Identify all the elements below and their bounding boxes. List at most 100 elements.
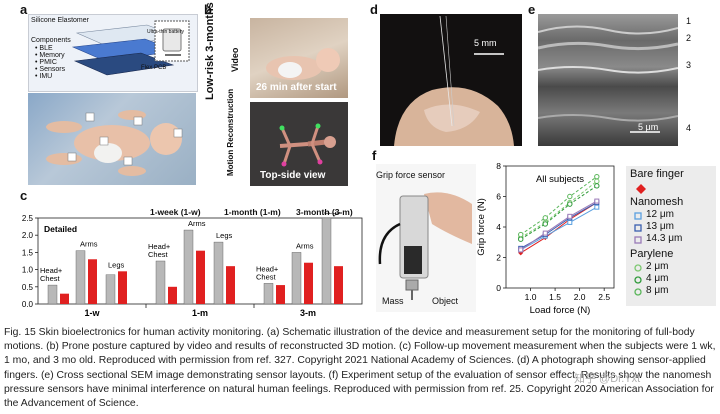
chart-c-bar-gray xyxy=(155,260,166,305)
chart-c-ytick-label: 2.5 xyxy=(22,214,34,223)
e-scale-label: 5 μm xyxy=(638,122,659,132)
sem-layer-4: 4 xyxy=(686,123,692,133)
chart-f-ytick-label: 8 xyxy=(496,161,501,171)
chart-c-bar-gray xyxy=(105,274,116,305)
device-schematic-drawing xyxy=(71,20,190,76)
chart-c-bar-red xyxy=(88,259,97,304)
chart-f-ylabel: Grip force (N) xyxy=(476,198,487,256)
side-title-text: Low-risk 3-months xyxy=(204,2,216,100)
battery-label: Ultra-thin battery xyxy=(147,29,184,35)
chart-c-ytick-label: 0.0 xyxy=(22,300,34,309)
chart-c-bar-red xyxy=(304,262,313,304)
chart-c-bar-red xyxy=(168,286,177,304)
chart-c-part-label: Legs xyxy=(108,260,125,269)
chart-c-group-label: 1-m xyxy=(192,308,208,318)
chart-c-bar-gray xyxy=(213,241,224,305)
chart-f-xlabel: Load force (N) xyxy=(530,305,591,316)
chart-f-legend: Bare finger Nanomesh 12 μm 13 μm 14.3 μm… xyxy=(626,166,716,306)
chart-c-bar-red xyxy=(226,266,235,304)
infant-figure xyxy=(46,110,183,176)
sem-image: 5 μm xyxy=(538,14,678,146)
chart-f-ytick-label: 2 xyxy=(496,253,501,263)
pcb-label: Flex PCB xyxy=(141,65,167,71)
legend-parylene: Parylene xyxy=(630,248,674,260)
legend-4-marker xyxy=(634,276,642,284)
chart-c-part-label: Head+ xyxy=(256,264,279,273)
chart-f-ytick-label: 0 xyxy=(496,283,501,293)
chart-c-part-label: Arms xyxy=(296,241,314,250)
motion-side-label-wrap: Motion Reconstruction xyxy=(226,89,250,185)
chart-f-point xyxy=(594,178,600,184)
chart-c-detailed-title: Detailed xyxy=(44,224,77,234)
panel-e-label: e xyxy=(528,2,536,17)
chart-f-xtick-label: 2.5 xyxy=(598,292,610,302)
chart-f-xtick-label: 1.5 xyxy=(549,292,561,302)
chart-c-part-label: Arms xyxy=(188,219,206,228)
video-side-label: Video xyxy=(230,47,240,72)
panel-f-label: f xyxy=(372,148,377,163)
panel-b-side-title: Low-risk 3-months xyxy=(204,2,218,120)
legend-12-marker xyxy=(634,212,642,220)
panel-d-label: d xyxy=(370,2,378,17)
layer-label-silicone: Silicone Elastomer xyxy=(31,17,89,24)
legend-14: 14.3 μm xyxy=(646,233,683,244)
chart-c-legend-1m: 1-month (1-m) xyxy=(224,207,281,217)
chart-f-series-line xyxy=(520,180,598,239)
figure-caption: Fig. 15 Skin bioelectronics for human ac… xyxy=(4,327,716,410)
chart-c-group-label: 1-w xyxy=(84,308,100,318)
sem-layers xyxy=(538,25,678,133)
chart-c-bar-gray xyxy=(263,283,274,305)
layer-label-imu: • IMU xyxy=(35,73,53,80)
chart-c-bar-red xyxy=(60,293,69,304)
video-time: 26 min after start xyxy=(256,82,337,93)
legend-13: 13 μm xyxy=(646,221,674,232)
layer-label-memory: • Memory xyxy=(35,52,65,59)
video-infant xyxy=(266,48,340,80)
finger-drawing xyxy=(394,15,514,146)
watermark: 知乎 @Dr.Yxt xyxy=(574,373,641,385)
device-schematic: Silicone Elastomer Components • BLE • Me… xyxy=(28,14,198,92)
chart-f-title: All subjects xyxy=(536,174,584,185)
chart-f-ytick-label: 6 xyxy=(496,192,501,202)
motion-side-label: Motion Reconstruction xyxy=(226,88,235,176)
sem-layer-2: 2 xyxy=(686,33,692,43)
legend-8: 8 μm xyxy=(646,285,669,296)
sem-layer-3: 3 xyxy=(686,60,692,70)
legend-2-marker xyxy=(634,264,642,272)
panel-a-label: a xyxy=(20,2,28,17)
object-label: Object xyxy=(432,296,459,306)
grip-sensor-label: Grip force sensor xyxy=(376,170,446,180)
chart-f-series-line xyxy=(520,176,598,236)
layer-label-ble: • BLE xyxy=(35,45,53,52)
chart-f-point xyxy=(518,231,524,238)
chart-c-part-label: Chest xyxy=(148,250,169,259)
chart-c-part-label: Legs xyxy=(216,231,233,240)
legend-14-marker xyxy=(634,236,642,244)
reconstruction-skeleton xyxy=(279,123,336,167)
legend-8-marker xyxy=(634,288,642,296)
legend-13-marker xyxy=(634,224,642,232)
chart-c-bar-red xyxy=(118,271,127,304)
chart-c-legend-1w: 1-week (1-w) xyxy=(150,207,201,217)
d-scale-label: 5 mm xyxy=(474,38,497,48)
chart-f-svg: All subjects 0 2 4 6 8 1.0 1.5 2.0 2.5 Load force … xyxy=(476,161,615,316)
panel-c-label: c xyxy=(20,188,28,203)
layer-label-sensors: • Sensors xyxy=(35,66,66,73)
chart-c-bar-gray xyxy=(47,284,58,305)
reconstruction-frame: Top-side view xyxy=(250,102,348,186)
chart-f-point xyxy=(567,201,573,207)
chart-c-group-label: 3-m xyxy=(300,308,316,318)
legend-bare: Bare finger xyxy=(630,168,684,180)
chart-f-series-line xyxy=(520,185,598,240)
finger-photo: 5 mm xyxy=(380,14,522,146)
chart-f-xtick-label: 2.0 xyxy=(574,292,586,302)
mass-label: Mass xyxy=(382,296,404,306)
chart-c-bar-red xyxy=(276,285,285,304)
layer-label-components: Components xyxy=(31,37,71,44)
chart-c-bar-gray xyxy=(183,229,194,305)
chart-f-point xyxy=(567,219,573,225)
chart-c-part-label: Head+ xyxy=(148,242,171,251)
chart-c-part-label: Chest xyxy=(256,272,277,281)
chart-f-point xyxy=(542,230,548,236)
chart-f-series-line xyxy=(520,200,598,251)
